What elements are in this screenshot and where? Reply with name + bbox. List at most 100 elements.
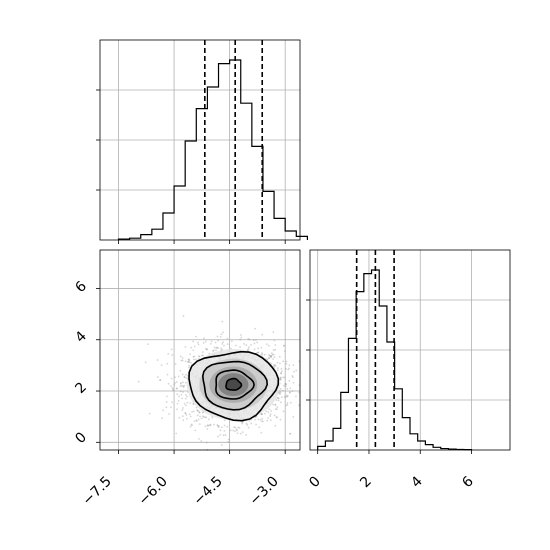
scatter-point [218, 425, 220, 428]
scatter-point [198, 355, 201, 358]
scatter-point [167, 352, 170, 355]
scatter-point [260, 353, 263, 356]
scatter-point [252, 339, 255, 342]
scatter-point [279, 418, 282, 421]
scatter-point [181, 397, 183, 400]
scatter-point [267, 344, 270, 347]
scatter-point [227, 438, 230, 441]
scatter-point [189, 415, 192, 418]
scatter-point [179, 390, 182, 393]
scatter-point [187, 358, 190, 361]
scatter-point [213, 423, 215, 426]
scatter-point [216, 424, 219, 427]
scatter-point [261, 352, 263, 355]
scatter-point [260, 412, 263, 415]
scatter-point [273, 414, 276, 417]
scatter-point [217, 339, 220, 342]
scatter-point [184, 412, 187, 415]
scatter-point [212, 349, 215, 352]
scatter-point [192, 410, 195, 413]
scatter-point [185, 377, 187, 379]
scatter-point [200, 440, 203, 442]
scatter-point [193, 345, 196, 348]
scatter-point [193, 420, 196, 423]
scatter-point [201, 351, 204, 354]
scatter-point [181, 359, 184, 362]
scatter-point [283, 350, 286, 353]
scatter-point [187, 361, 189, 363]
scatter-point [198, 411, 201, 414]
scatter-point [298, 404, 300, 407]
scatter-point [175, 432, 178, 435]
scatter-point [266, 419, 269, 422]
scatter-point [289, 432, 291, 435]
scatter-point [285, 404, 288, 407]
scatter-point [206, 348, 208, 351]
scatter-point [176, 408, 178, 411]
scatter-point [217, 424, 219, 427]
scatter-point [270, 352, 273, 355]
scatter-point [173, 384, 176, 386]
scatter-point [222, 341, 225, 344]
scatter-point [276, 406, 279, 409]
scatter-point [269, 354, 272, 357]
scatter-point [182, 385, 185, 387]
axes-frame [99, 39, 301, 241]
scatter-point [174, 382, 176, 384]
scatter-point [280, 396, 283, 399]
scatter-point [292, 381, 295, 384]
scatter-point [268, 357, 270, 359]
scatter-point [177, 399, 180, 402]
scatter-point [170, 385, 173, 387]
scatter-point [282, 410, 285, 413]
scatter-point [182, 419, 185, 422]
scatter-point [188, 364, 190, 367]
scatter-point [171, 401, 173, 404]
scatter-point [239, 432, 242, 435]
marginal-x-tick-label: 2 [357, 474, 375, 492]
scatter-point [208, 352, 211, 355]
scatter-point [265, 410, 268, 413]
scatter-point [222, 434, 225, 437]
scatter-point [198, 437, 200, 440]
scatter-point [274, 365, 277, 367]
scatter-point [263, 412, 266, 415]
scatter-point [183, 376, 186, 379]
scatter-point [239, 338, 242, 341]
scatter-point [182, 407, 184, 409]
scatter-point [268, 354, 270, 356]
scatter-point [214, 341, 217, 344]
scatter-point [182, 315, 185, 317]
marginal-x-tick-label: 6 [459, 473, 477, 491]
scatter-point [274, 404, 277, 406]
scatter-point [226, 343, 229, 345]
scatter-point [261, 333, 264, 336]
scatter-point [280, 372, 282, 375]
scatter-point [261, 417, 264, 420]
scatter-point [183, 402, 186, 405]
scatter-point [182, 381, 184, 384]
scatter-point [197, 418, 200, 421]
scatter-point [236, 429, 238, 432]
scatter-point [280, 401, 282, 404]
scatter-point [182, 386, 185, 388]
scatter-point [176, 393, 179, 396]
scatter-point [257, 351, 260, 354]
scatter-point [170, 377, 173, 380]
scatter-point [230, 347, 232, 350]
scatter-point [202, 416, 205, 418]
scatter-point [171, 354, 174, 356]
scatter-point [156, 376, 159, 378]
scatter-point [204, 340, 207, 343]
scatter-point [178, 416, 181, 419]
marginal-x-tick-label: 0 [306, 474, 324, 492]
scatter-point [217, 347, 219, 349]
scatter-point [196, 409, 199, 412]
scatter-point [183, 375, 186, 378]
scatter-point [229, 429, 232, 432]
scatter-point [185, 404, 187, 407]
scatter-point [279, 377, 282, 380]
scatter-point [182, 391, 184, 393]
contour-line [188, 350, 280, 422]
scatter-point [190, 423, 193, 426]
